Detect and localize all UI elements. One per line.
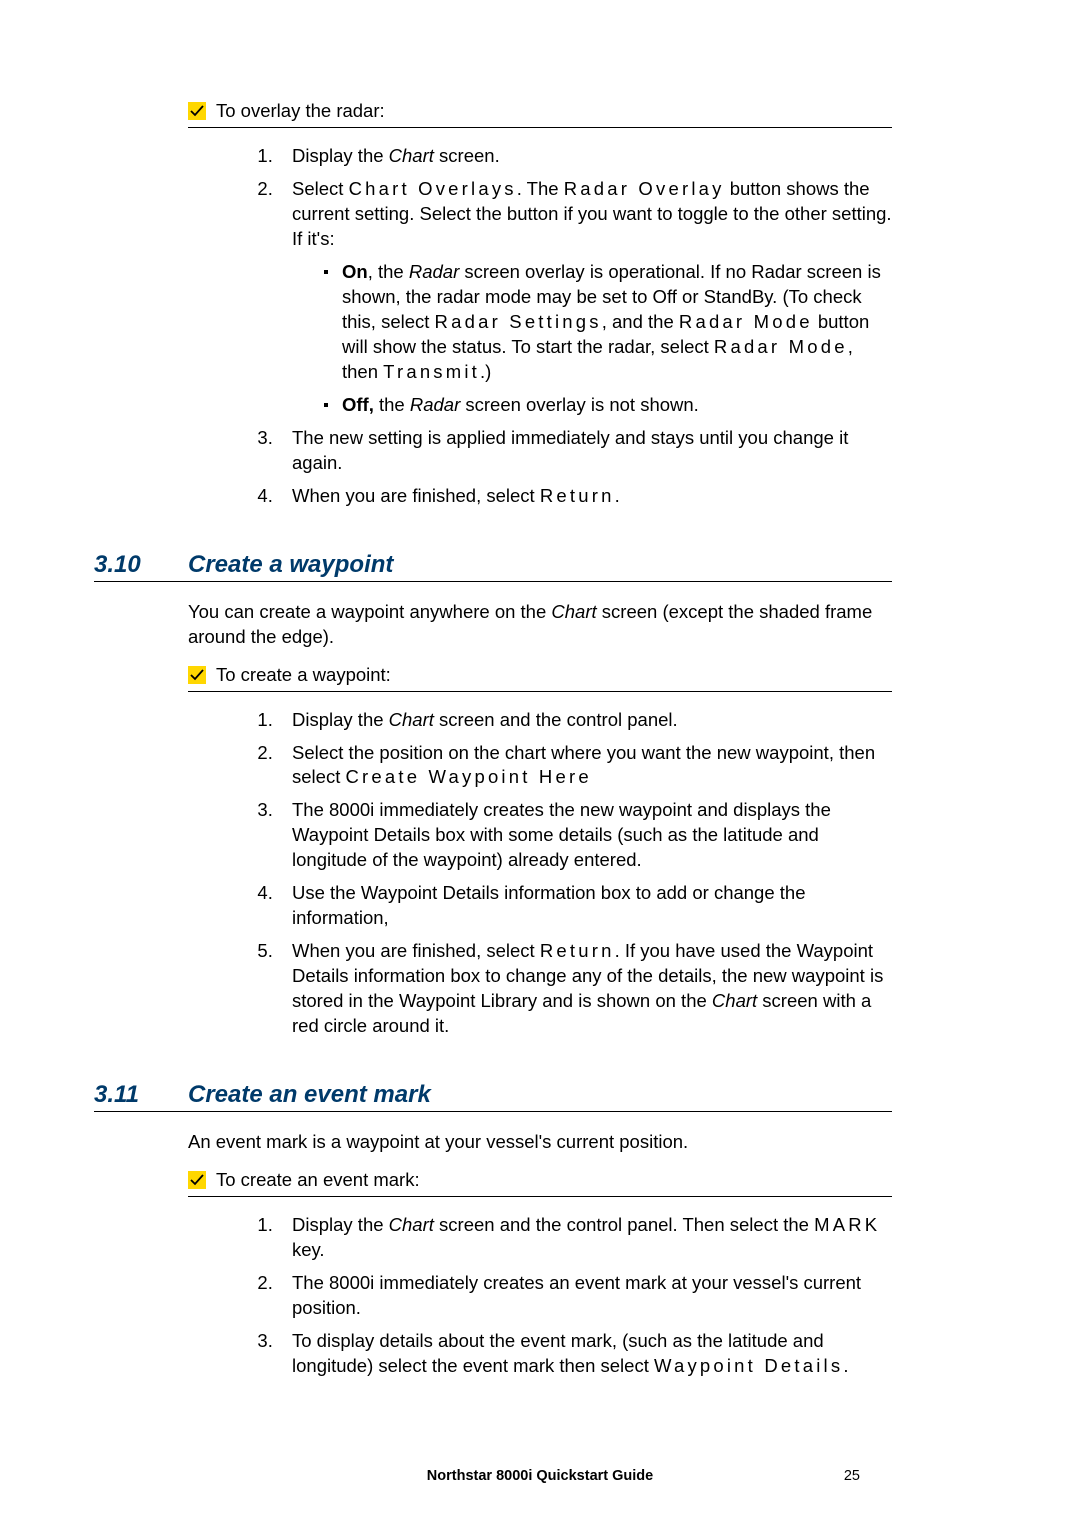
t: the <box>374 394 410 415</box>
t: Chart <box>389 709 434 730</box>
event-mark-steps: Display the Chart screen and the control… <box>278 1213 892 1379</box>
step: Display the Chart screen and the control… <box>278 1213 892 1263</box>
overlay-steps: Display the Chart screen. Select Chart O… <box>278 144 892 509</box>
step: The new setting is applied immediately a… <box>278 426 892 476</box>
step: Select the position on the chart where y… <box>278 741 892 791</box>
cmd: Chart Overlays <box>349 178 517 199</box>
task-title: To create an event mark: <box>216 1169 420 1191</box>
t: Chart <box>389 1214 434 1235</box>
t: screen overlay is not shown. <box>460 394 699 415</box>
cmd: Create Waypoint Here <box>345 766 591 787</box>
t: Radar <box>410 394 460 415</box>
t: Display the <box>292 1214 389 1235</box>
step: When you are finished, select Return. If… <box>278 939 892 1039</box>
t: .) <box>480 361 491 382</box>
task-title: To overlay the radar: <box>216 100 385 122</box>
waypoint-steps: Display the Chart screen and the control… <box>278 708 892 1040</box>
t: Chart <box>389 145 434 166</box>
task-create-event-mark: To create an event mark: <box>188 1169 892 1197</box>
t: Off, <box>342 394 374 415</box>
t: . <box>615 485 620 506</box>
bullet: On, the Radar screen overlay is operatio… <box>324 260 892 385</box>
step: To display details about the event mark,… <box>278 1329 892 1379</box>
t: Radar <box>409 261 459 282</box>
step: Display the Chart screen and the control… <box>278 708 892 733</box>
section-3-11-heading: 3.11 Create an event mark <box>94 1081 892 1112</box>
step: When you are finished, select Return. <box>278 484 892 509</box>
check-icon <box>188 1171 206 1189</box>
cmd: Radar Mode <box>714 336 848 357</box>
t: , and the <box>602 311 679 332</box>
cmd: Radar Overlay <box>564 178 725 199</box>
cmd: Return <box>540 940 615 961</box>
task-create-waypoint: To create a waypoint: <box>188 664 892 692</box>
step: The 8000i immediately creates an event m… <box>278 1271 892 1321</box>
step: Select Chart Overlays. The Radar Overlay… <box>278 177 892 418</box>
t: The new setting is applied immediately a… <box>292 427 848 473</box>
cmd: Radar Mode <box>679 311 813 332</box>
task-overlay-radar: To overlay the radar: <box>188 100 892 128</box>
section-title: Create a waypoint <box>188 551 393 579</box>
t: key. <box>292 1239 325 1260</box>
t: screen and the control panel. Then selec… <box>434 1214 814 1235</box>
t: On <box>342 261 368 282</box>
cmd: MARK <box>814 1214 880 1235</box>
section-title: Create an event mark <box>188 1081 431 1109</box>
footer-text: Northstar 8000i Quickstart Guide <box>0 1468 1080 1484</box>
bullet: Off, the Radar screen overlay is not sho… <box>324 393 892 418</box>
section-3-10-intro: You can create a waypoint anywhere on th… <box>188 600 892 650</box>
cmd: Waypoint Details <box>654 1355 843 1376</box>
t: Chart <box>551 601 596 622</box>
t: When you are finished, select <box>292 485 540 506</box>
overlay-substeps: On, the Radar screen overlay is operatio… <box>324 260 892 418</box>
section-3-11-intro: An event mark is a waypoint at your vess… <box>188 1130 892 1155</box>
t: You can create a waypoint anywhere on th… <box>188 601 551 622</box>
t: When you are finished, select <box>292 940 540 961</box>
cmd: Transmit <box>383 361 480 382</box>
t: screen. <box>434 145 500 166</box>
page-number: 25 <box>844 1468 860 1484</box>
step: Use the Waypoint Details information box… <box>278 881 892 931</box>
t: . <box>843 1355 848 1376</box>
section-number: 3.10 <box>94 551 188 579</box>
cmd: Radar Settings <box>435 311 602 332</box>
section-3-10-heading: 3.10 Create a waypoint <box>94 551 892 582</box>
step: Display the Chart screen. <box>278 144 892 169</box>
cmd: Return <box>540 485 615 506</box>
t: Display the <box>292 709 389 730</box>
t: . The <box>517 178 564 199</box>
t: Chart <box>712 990 757 1011</box>
t: The 8000i immediately creates the new wa… <box>292 799 831 870</box>
section-number: 3.11 <box>94 1081 188 1109</box>
t: , the <box>368 261 409 282</box>
step: The 8000i immediately creates the new wa… <box>278 798 892 873</box>
check-icon <box>188 666 206 684</box>
t: Select <box>292 178 349 199</box>
t: The 8000i immediately creates an event m… <box>292 1272 861 1318</box>
t: Display the <box>292 145 389 166</box>
t: screen and the control panel. <box>434 709 678 730</box>
task-title: To create a waypoint: <box>216 664 391 686</box>
t: Use the Waypoint Details information box… <box>292 882 806 928</box>
check-icon <box>188 102 206 120</box>
